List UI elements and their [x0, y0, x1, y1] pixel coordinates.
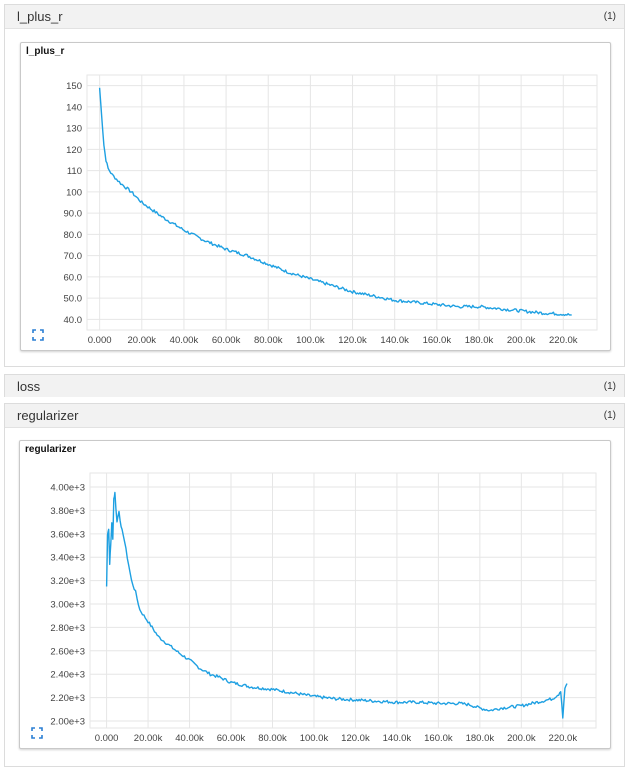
- x-tick-label: 80.00k: [258, 733, 287, 744]
- expand-corners-icon[interactable]: [31, 727, 43, 739]
- x-tick-label: 20.00k: [134, 733, 163, 744]
- y-tick-label: 150: [66, 81, 82, 92]
- y-tick-label: 90.0: [64, 209, 83, 220]
- x-tick-label: 40.00k: [175, 733, 204, 744]
- x-tick-label: 100.0k: [296, 335, 325, 346]
- y-tick-label: 2.40e+3: [50, 670, 85, 681]
- x-tick-label: 180.0k: [465, 335, 494, 346]
- y-tick-label: 4.00e+3: [50, 483, 85, 494]
- y-tick-label: 2.20e+3: [50, 693, 85, 704]
- y-tick-label: 60.0: [64, 272, 83, 283]
- section-count: (1): [603, 11, 616, 22]
- x-tick-label: 220.0k: [549, 733, 578, 744]
- y-tick-label: 2.80e+3: [50, 623, 85, 634]
- x-tick-label: 160.0k: [424, 733, 453, 744]
- x-tick-label: 0.000: [88, 335, 112, 346]
- regularizer-chart: 0.000 20.00k 40.00k 60.00k 80.00k 100.0k 120.0…: [50, 472, 597, 744]
- x-tick-label: 100.0k: [300, 733, 329, 744]
- x-tick-label: 0.000: [95, 733, 119, 744]
- y-tick-label: 2.60e+3: [50, 646, 85, 657]
- chart-card-regularizer: regularizer 0.000 20.00k 40.00k 60.00k 80.00…: [19, 440, 611, 749]
- y-tick-label: 130: [66, 124, 82, 135]
- section-title: l_plus_r: [17, 9, 63, 24]
- y-tick-label: 120: [66, 145, 82, 156]
- section-title: loss: [17, 378, 41, 394]
- x-tick-label: 20.00k: [128, 335, 157, 346]
- y-tick-label: 2.00e+3: [50, 716, 85, 727]
- x-tick-label: 120.0k: [338, 335, 367, 346]
- section-loss: loss (1): [4, 374, 625, 397]
- x-tick-label: 180.0k: [466, 733, 495, 744]
- series-line: [98, 87, 572, 317]
- l-plus-r-chart: 0.000 20.00k 40.00k 60.00k 80.00k 100.0k 120.0…: [64, 74, 598, 346]
- chart-card-l-plus-r: l_plus_r 0.000 20.00k 40.00k 60.00k 80.00k 10…: [20, 42, 611, 351]
- y-tick-label: 3.20e+3: [50, 576, 85, 587]
- plot-frame: [86, 74, 598, 331]
- y-tick-label: 3.60e+3: [50, 529, 85, 540]
- x-tick-label: 40.00k: [170, 335, 199, 346]
- series-line: [105, 491, 568, 719]
- y-tick-label: 3.40e+3: [50, 553, 85, 564]
- y-tick-label: 50.0: [64, 294, 83, 305]
- x-tick-label: 140.0k: [380, 335, 409, 346]
- x-tick-label: 60.00k: [212, 335, 241, 346]
- section-header-l-plus-r[interactable]: l_plus_r (1): [5, 5, 624, 29]
- x-tick-label: 60.00k: [217, 733, 246, 744]
- y-tick-label: 80.0: [64, 230, 83, 241]
- chart-title: l_plus_r: [26, 46, 65, 57]
- x-tick-label: 80.00k: [254, 335, 283, 346]
- y-tick-label: 3.00e+3: [50, 600, 85, 611]
- section-regularizer: regularizer (1) regularizer 0.000 20.00k 4…: [4, 403, 625, 767]
- x-tick-label: 200.0k: [507, 335, 536, 346]
- x-tick-label: 160.0k: [423, 335, 452, 346]
- x-tick-label: 120.0k: [341, 733, 370, 744]
- x-tick-label: 140.0k: [383, 733, 412, 744]
- y-tick-label: 3.80e+3: [50, 506, 85, 517]
- x-tick-label: 220.0k: [549, 335, 578, 346]
- section-count: (1): [603, 410, 616, 421]
- y-tick-label: 110: [67, 166, 82, 177]
- y-tick-label: 70.0: [64, 251, 83, 262]
- y-tick-label: 40.0: [64, 315, 83, 326]
- section-header-loss[interactable]: loss (1): [5, 375, 624, 397]
- expand-corners-icon[interactable]: [32, 329, 44, 341]
- section-l-plus-r: l_plus_r (1) l_plus_r 0.000 20.00k 40.00k 6…: [4, 4, 625, 367]
- chart-title: regularizer: [25, 444, 77, 455]
- section-title: regularizer: [17, 408, 79, 423]
- section-header-regularizer[interactable]: regularizer (1): [5, 404, 624, 428]
- plot-frame: [89, 472, 597, 729]
- section-count: (1): [603, 380, 616, 392]
- x-tick-label: 200.0k: [507, 733, 536, 744]
- y-tick-label: 140: [66, 102, 82, 113]
- y-tick-label: 100: [66, 187, 82, 198]
